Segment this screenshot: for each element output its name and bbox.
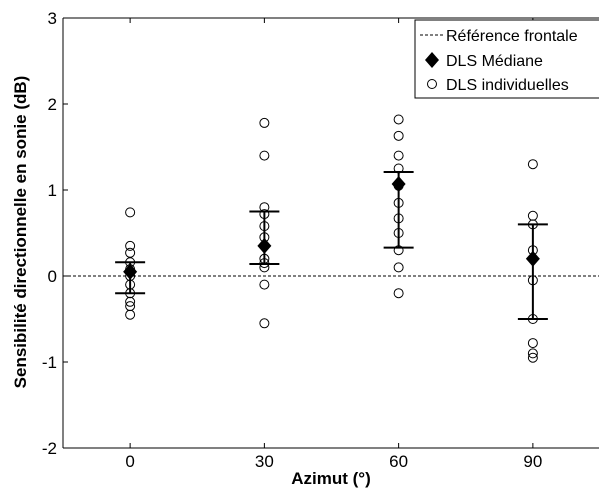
individual-point (527, 352, 538, 363)
median-point (123, 263, 138, 280)
y-tick-label: 2 (48, 95, 57, 114)
individual-point (527, 210, 538, 221)
median-point (391, 175, 406, 192)
individual-point (259, 318, 270, 329)
y-axis-title: Sensibilité directionnelle en sonie (dB) (11, 76, 30, 389)
individual-point (393, 130, 404, 141)
individual-point (393, 150, 404, 161)
legend-individual-label: DLS individuelles (446, 77, 569, 94)
y-tick-label: -2 (42, 439, 57, 458)
individual-point (125, 240, 136, 251)
individual-point (393, 262, 404, 273)
y-tick-label: 0 (48, 267, 57, 286)
plot-area (63, 114, 599, 363)
median-point (257, 237, 272, 254)
y-tick-label: -1 (42, 353, 57, 372)
individual-point (527, 348, 538, 359)
individual-point (259, 279, 270, 290)
x-axis-title: Azimut (°) (291, 469, 371, 488)
legend-median-marker (425, 52, 439, 68)
x-tick-label: 90 (523, 452, 542, 471)
x-tick-label: 30 (255, 452, 274, 471)
individual-point (259, 150, 270, 161)
median-point (525, 250, 540, 267)
legend-individual-marker (427, 79, 437, 89)
legend-reference-label: Référence frontale (446, 28, 578, 45)
individual-point (259, 117, 270, 128)
individual-point (125, 247, 136, 258)
individual-point (527, 159, 538, 170)
individual-point (125, 296, 136, 307)
legend: Référence frontale DLS Médiane DLS indiv… (414, 19, 599, 99)
legend-box (414, 19, 599, 99)
individual-point (393, 288, 404, 299)
individual-point (125, 207, 136, 218)
individual-point (393, 114, 404, 125)
legend-median-label: DLS Médiane (446, 53, 543, 70)
x-tick-label: 0 (125, 452, 134, 471)
y-tick-label: 3 (48, 9, 57, 28)
individual-point (125, 309, 136, 320)
individual-point (527, 338, 538, 349)
x-tick-label: 60 (389, 452, 408, 471)
y-tick-label: 1 (48, 181, 57, 200)
